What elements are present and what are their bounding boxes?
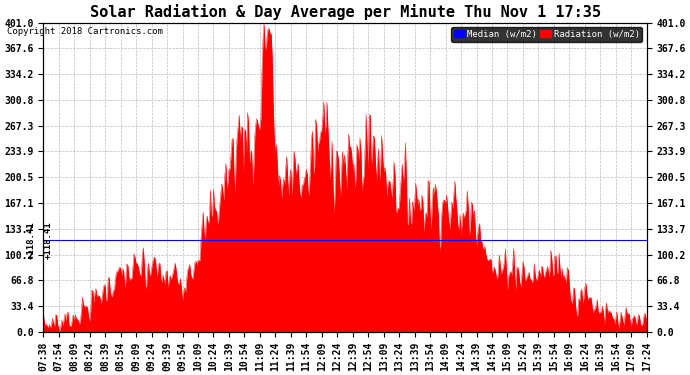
- Text: +118.41: +118.41: [43, 222, 52, 259]
- Legend: Median (w/m2), Radiation (w/m2): Median (w/m2), Radiation (w/m2): [451, 27, 642, 42]
- Title: Solar Radiation & Day Average per Minute Thu Nov 1 17:35: Solar Radiation & Day Average per Minute…: [90, 4, 600, 20]
- Text: Copyright 2018 Cartronics.com: Copyright 2018 Cartronics.com: [7, 27, 163, 36]
- Text: +118.41: +118.41: [26, 222, 35, 259]
